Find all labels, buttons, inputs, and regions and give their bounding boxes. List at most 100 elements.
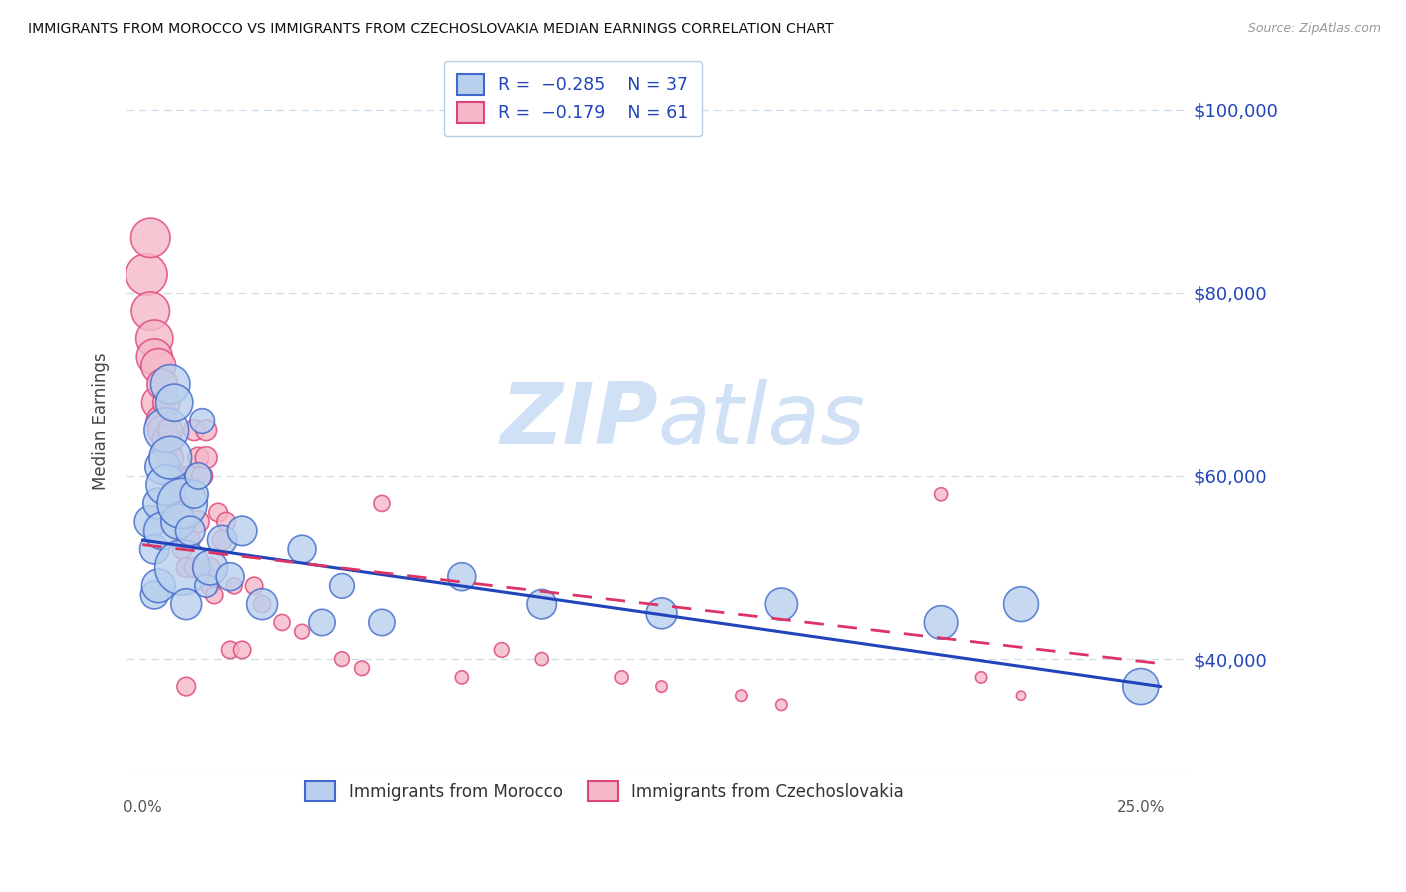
Point [215, 515, 238, 529]
Point [172, 560, 194, 574]
Point [219, 643, 242, 657]
Point [371, 496, 394, 510]
Point [330, 579, 353, 593]
Point [330, 652, 353, 666]
Point [929, 615, 952, 630]
Point [155, 395, 177, 409]
Text: Source: ZipAtlas.com: Source: ZipAtlas.com [1247, 22, 1381, 36]
Point [198, 560, 221, 574]
Point [195, 423, 218, 437]
Point [139, 304, 162, 318]
Point [530, 652, 553, 666]
Point [195, 579, 218, 593]
Legend: Immigrants from Morocco, Immigrants from Czechoslovakia: Immigrants from Morocco, Immigrants from… [294, 769, 915, 813]
Point [187, 469, 209, 483]
Point [250, 597, 273, 611]
Point [183, 487, 205, 501]
Point [179, 533, 201, 547]
Point [224, 579, 246, 593]
Point [155, 423, 177, 437]
Point [179, 524, 201, 538]
Point [1129, 680, 1152, 694]
Point [311, 615, 333, 630]
Point [183, 560, 205, 574]
Point [243, 579, 266, 593]
Point [172, 506, 194, 520]
Point [970, 670, 993, 684]
Point [159, 423, 181, 437]
Point [371, 615, 394, 630]
Point [150, 377, 173, 392]
Point [211, 533, 233, 547]
Point [174, 680, 197, 694]
Point [211, 533, 233, 547]
Point [148, 496, 170, 510]
Point [183, 423, 205, 437]
Point [135, 268, 157, 282]
Point [163, 395, 186, 409]
Point [174, 560, 197, 574]
Point [150, 414, 173, 428]
Point [1010, 597, 1032, 611]
Point [651, 607, 673, 621]
Point [159, 377, 181, 392]
Point [770, 597, 793, 611]
Text: ZIP: ZIP [501, 379, 658, 462]
Point [148, 579, 170, 593]
Point [163, 487, 186, 501]
Point [231, 524, 253, 538]
Point [291, 624, 314, 639]
Point [167, 469, 190, 483]
Point [143, 542, 166, 557]
Point [651, 680, 673, 694]
Text: IMMIGRANTS FROM MOROCCO VS IMMIGRANTS FROM CZECHOSLOVAKIA MEDIAN EARNINGS CORREL: IMMIGRANTS FROM MOROCCO VS IMMIGRANTS FR… [28, 22, 834, 37]
Point [610, 670, 633, 684]
Text: 25.0%: 25.0% [1116, 799, 1166, 814]
Point [150, 459, 173, 474]
Point [159, 450, 181, 465]
Point [195, 450, 218, 465]
Point [174, 597, 197, 611]
Point [187, 450, 209, 465]
Point [1010, 689, 1032, 703]
Point [179, 469, 201, 483]
Point [159, 450, 181, 465]
Point [191, 560, 214, 574]
Point [139, 515, 162, 529]
Point [172, 542, 194, 557]
Point [250, 597, 273, 611]
Point [491, 643, 513, 657]
Point [155, 442, 177, 456]
Point [191, 469, 214, 483]
Point [150, 423, 173, 437]
Y-axis label: Median Earnings: Median Earnings [93, 352, 110, 490]
Point [155, 432, 177, 446]
Point [530, 597, 553, 611]
Point [172, 496, 194, 510]
Point [350, 661, 373, 675]
Point [770, 698, 793, 712]
Point [929, 487, 952, 501]
Text: atlas: atlas [658, 379, 866, 462]
Point [174, 524, 197, 538]
Point [187, 515, 209, 529]
Point [159, 469, 181, 483]
Point [231, 643, 253, 657]
Point [148, 359, 170, 373]
Point [155, 478, 177, 492]
Point [143, 588, 166, 602]
Point [450, 670, 472, 684]
Point [450, 570, 472, 584]
Point [191, 414, 214, 428]
Point [150, 524, 173, 538]
Point [139, 231, 162, 245]
Point [198, 579, 221, 593]
Point [163, 496, 186, 510]
Point [207, 506, 229, 520]
Point [148, 395, 170, 409]
Point [167, 515, 190, 529]
Point [143, 332, 166, 346]
Text: 0.0%: 0.0% [122, 799, 162, 814]
Point [143, 350, 166, 364]
Point [219, 570, 242, 584]
